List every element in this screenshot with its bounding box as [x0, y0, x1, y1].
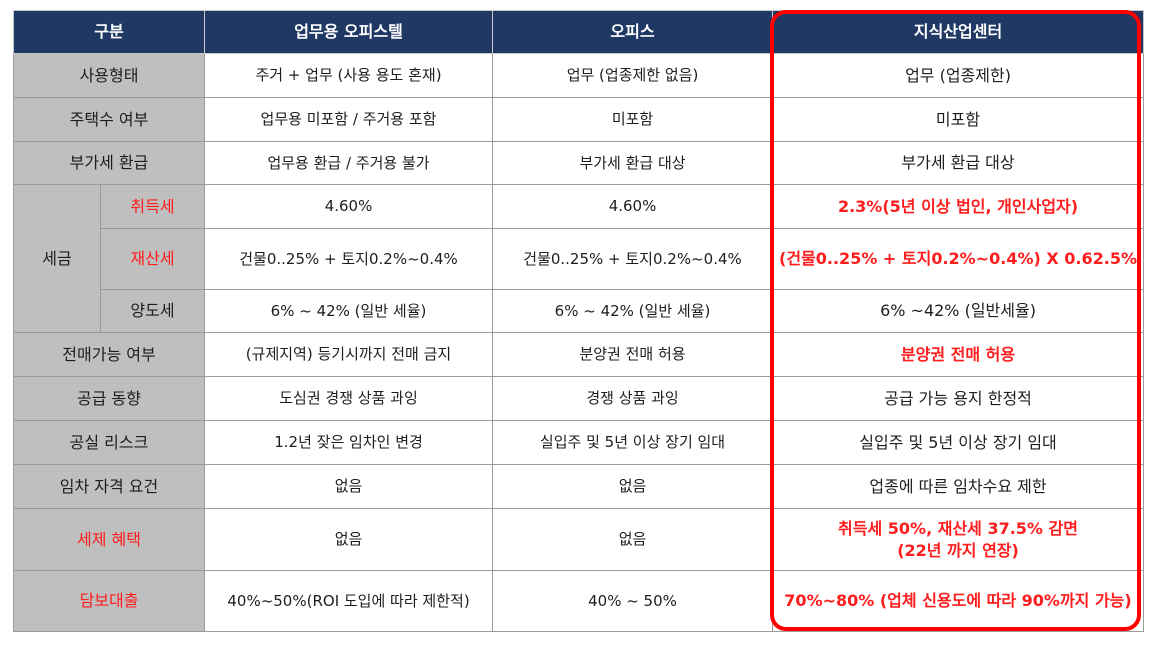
table-row: 전매가능 여부 (규제지역) 등기시까지 전매 금지 분양권 전매 허용 분양권… — [12, 332, 1145, 377]
cell-officetel: 6% ~ 42% (일반 세율) — [204, 289, 494, 333]
comparison-table-wrapper: 구분 업무용 오피스텔 오피스 지식산업센터 사용형태 주거 + 업무 (사용 … — [12, 10, 1145, 632]
table-row: 세금 취득세 4.60% 4.60% 2.3%(5년 이상 법인, 개인사업자) — [13, 184, 1145, 333]
row-label: 공실 리스크 — [12, 420, 206, 465]
row-sublabel: 재산세 — [99, 228, 206, 290]
cell-knowledge-center: 2.3%(5년 이상 법인, 개인사업자) — [772, 184, 1145, 229]
cell-office: 분양권 전매 허용 — [492, 332, 774, 377]
benefit-line-2: (22년 까지 연장) — [897, 540, 1019, 560]
row-label: 공급 동향 — [12, 376, 206, 421]
cell-knowledge-center: 6% ~42% (일반세율) — [772, 289, 1145, 333]
table-row: 주택수 여부 업무용 미포함 / 주거용 포함 미포함 미포함 — [12, 97, 1145, 142]
cell-knowledge-center: 업종에 따른 임차수요 제한 — [772, 464, 1145, 509]
table-row: 재산세 건물0..25% + 토지0.2%~0.4% 건물0..25% + 토지… — [14, 228, 1145, 290]
cell-office: 업무 (업종제한 없음) — [492, 53, 774, 98]
cell-knowledge-center: 부가세 환급 대상 — [772, 141, 1145, 185]
cell-office: 40% ~ 50% — [492, 570, 774, 632]
cell-office: 미포함 — [492, 97, 774, 142]
cell-office: 부가세 환급 대상 — [492, 141, 774, 185]
cell-office: 실입주 및 5년 이상 장기 임대 — [492, 420, 774, 465]
cell-office: 없음 — [492, 508, 774, 571]
cell-officetel: 없음 — [204, 464, 494, 509]
cell-officetel: 업무용 미포함 / 주거용 포함 — [204, 97, 494, 142]
row-label: 주택수 여부 — [12, 97, 206, 142]
cell-office: 건물0..25% + 토지0.2%~0.4% — [492, 228, 774, 290]
row-label: 담보대출 — [12, 570, 206, 632]
row-label: 부가세 환급 — [12, 141, 206, 185]
cell-knowledge-center: 분양권 전매 허용 — [772, 332, 1145, 377]
header-knowledge-center: 지식산업센터 — [772, 10, 1145, 54]
benefit-line-1: 취득세 50%, 재산세 37.5% 감면 — [838, 518, 1078, 538]
cell-officetel: 건물0..25% + 토지0.2%~0.4% — [204, 228, 494, 290]
cell-office: 6% ~ 42% (일반 세율) — [492, 289, 774, 333]
table-row: 양도세 6% ~ 42% (일반 세율) 6% ~ 42% (일반 세율) 6%… — [14, 289, 1145, 333]
row-label: 사용형태 — [12, 53, 206, 98]
cell-knowledge-center: 실입주 및 5년 이상 장기 임대 — [772, 420, 1145, 465]
cell-office: 경쟁 상품 과잉 — [492, 376, 774, 421]
cell-knowledge-center: (건물0..25% + 토지0.2%~0.4%) X 0.62.5% — [772, 228, 1145, 290]
cell-knowledge-center: 70%~80% (업체 신용도에 따라 90%까지 가능) — [772, 570, 1145, 632]
cell-officetel: 40%~50%(ROI 도입에 따라 제한적) — [204, 570, 494, 632]
table-row: 사용형태 주거 + 업무 (사용 용도 혼재) 업무 (업종제한 없음) 업무 … — [12, 53, 1145, 98]
row-label: 임차 자격 요건 — [12, 464, 206, 509]
cell-office: 없음 — [492, 464, 774, 509]
cell-knowledge-center: 업무 (업종제한) — [772, 53, 1145, 98]
table-row: 임차 자격 요건 없음 없음 업종에 따른 임차수요 제한 — [12, 464, 1145, 509]
cell-officetel: 주거 + 업무 (사용 용도 혼재) — [204, 53, 494, 98]
tax-group-label: 세금 — [13, 184, 101, 333]
header-officetel: 업무용 오피스텔 — [204, 10, 494, 54]
header-row: 구분 업무용 오피스텔 오피스 지식산업센터 — [12, 10, 1145, 54]
cell-office: 4.60% — [492, 184, 774, 229]
header-office: 오피스 — [492, 10, 774, 54]
cell-officetel: (규제지역) 등기시까지 전매 금지 — [204, 332, 494, 377]
comparison-table: 구분 업무용 오피스텔 오피스 지식산업센터 사용형태 주거 + 업무 (사용 … — [12, 10, 1145, 632]
header-category: 구분 — [12, 10, 206, 54]
cell-knowledge-center: 공급 가능 용지 한정적 — [772, 376, 1145, 421]
table-row: 세제 혜택 없음 없음 취득세 50%, 재산세 37.5% 감면 (22년 까… — [12, 508, 1145, 571]
table-row: 공실 리스크 1.2년 잦은 임차인 변경 실입주 및 5년 이상 장기 임대 … — [12, 420, 1145, 465]
row-label: 전매가능 여부 — [12, 332, 206, 377]
cell-officetel: 4.60% — [204, 184, 494, 229]
table-row: 공급 동향 도심권 경쟁 상품 과잉 경쟁 상품 과잉 공급 가능 용지 한정적 — [12, 376, 1145, 421]
row-label: 세제 혜택 — [12, 508, 206, 571]
row-sublabel: 취득세 — [99, 184, 206, 229]
cell-officetel: 업무용 환급 / 주거용 불가 — [204, 141, 494, 185]
table-row: 담보대출 40%~50%(ROI 도입에 따라 제한적) 40% ~ 50% 7… — [12, 570, 1145, 632]
cell-knowledge-center: 취득세 50%, 재산세 37.5% 감면 (22년 까지 연장) — [772, 508, 1145, 571]
cell-knowledge-center: 미포함 — [772, 97, 1145, 142]
cell-officetel: 도심권 경쟁 상품 과잉 — [204, 376, 494, 421]
cell-officetel: 1.2년 잦은 임차인 변경 — [204, 420, 494, 465]
cell-officetel: 없음 — [204, 508, 494, 571]
table-row: 부가세 환급 업무용 환급 / 주거용 불가 부가세 환급 대상 부가세 환급 … — [12, 141, 1145, 185]
row-sublabel: 양도세 — [99, 289, 206, 333]
